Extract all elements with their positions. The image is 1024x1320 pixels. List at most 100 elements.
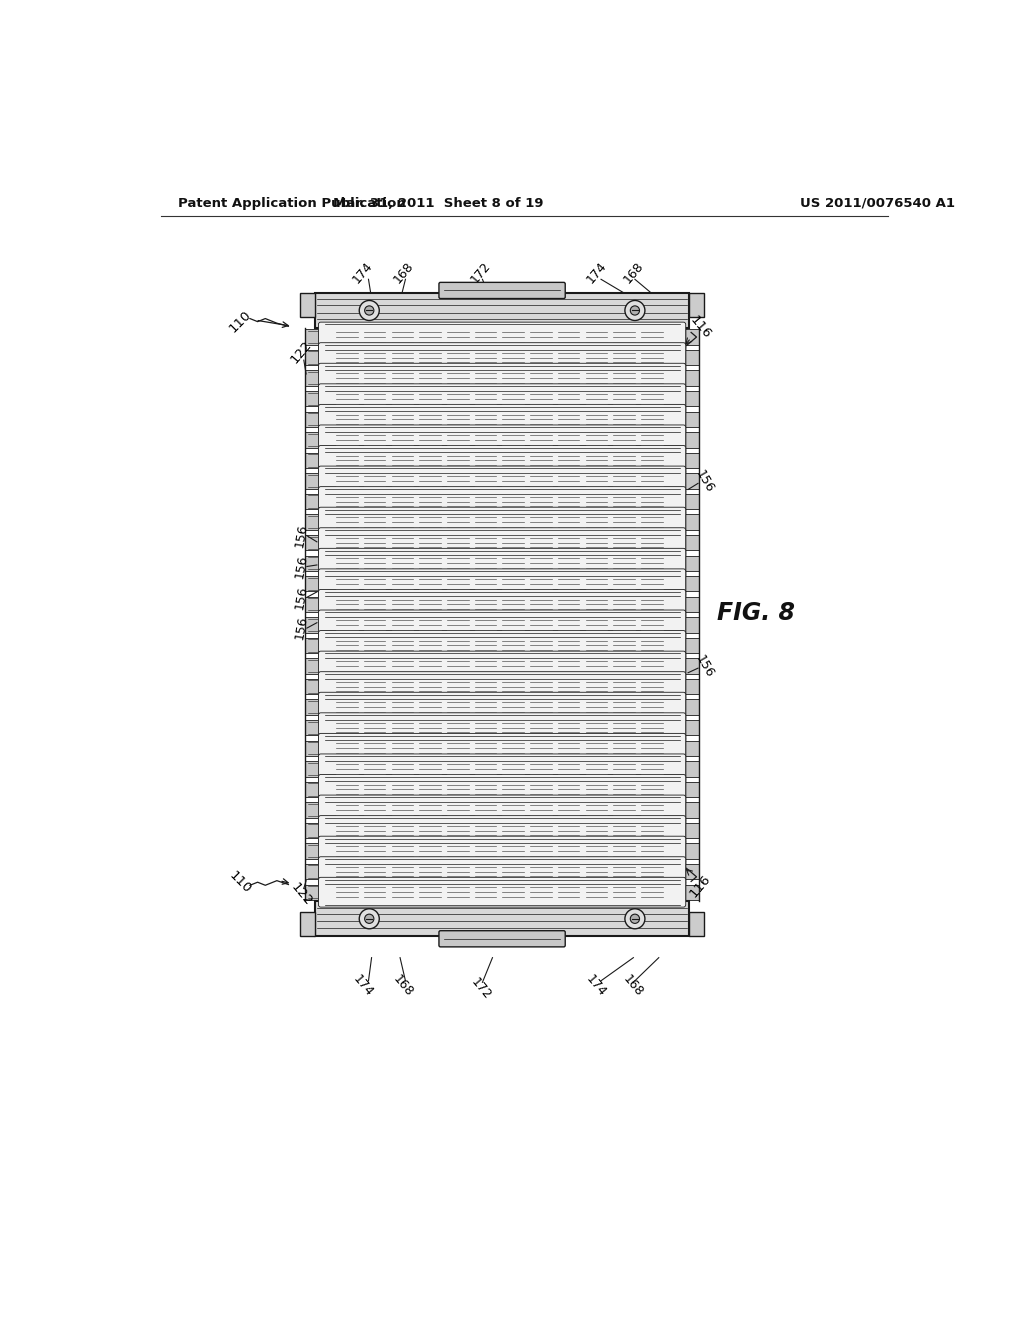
- FancyBboxPatch shape: [318, 734, 686, 763]
- Bar: [305, 884, 319, 900]
- Text: Patent Application Publication: Patent Application Publication: [178, 197, 407, 210]
- FancyBboxPatch shape: [318, 631, 686, 660]
- Text: 172: 172: [468, 259, 494, 285]
- Bar: [305, 494, 319, 510]
- Text: Mar. 31, 2011  Sheet 8 of 19: Mar. 31, 2011 Sheet 8 of 19: [333, 197, 544, 210]
- Bar: [305, 719, 319, 735]
- FancyBboxPatch shape: [318, 446, 686, 475]
- FancyBboxPatch shape: [318, 590, 686, 619]
- Bar: [305, 678, 319, 694]
- FancyBboxPatch shape: [318, 672, 686, 701]
- Bar: [685, 762, 698, 776]
- Bar: [305, 741, 319, 756]
- Text: 168: 168: [390, 259, 416, 285]
- FancyBboxPatch shape: [439, 282, 565, 298]
- Text: 156: 156: [293, 615, 310, 642]
- Text: 156: 156: [293, 553, 310, 579]
- Bar: [685, 494, 698, 510]
- Text: 116: 116: [687, 314, 714, 342]
- FancyBboxPatch shape: [318, 713, 686, 743]
- Bar: [685, 700, 698, 715]
- Bar: [685, 659, 698, 673]
- Bar: [305, 474, 319, 488]
- Circle shape: [625, 301, 645, 321]
- Bar: [685, 719, 698, 735]
- Bar: [305, 556, 319, 572]
- Bar: [305, 597, 319, 612]
- Bar: [305, 822, 319, 838]
- Bar: [689, 912, 705, 936]
- Text: 156: 156: [293, 523, 310, 549]
- Text: 156: 156: [692, 469, 716, 495]
- FancyBboxPatch shape: [318, 651, 686, 681]
- FancyBboxPatch shape: [318, 816, 686, 845]
- Bar: [685, 391, 698, 407]
- Circle shape: [359, 908, 379, 929]
- Bar: [685, 474, 698, 488]
- Text: 174: 174: [584, 259, 609, 285]
- Circle shape: [365, 915, 374, 924]
- Bar: [305, 781, 319, 797]
- Text: 116: 116: [687, 873, 714, 900]
- Bar: [685, 865, 698, 879]
- Bar: [685, 576, 698, 591]
- Bar: [305, 432, 319, 447]
- Bar: [685, 884, 698, 900]
- Bar: [305, 803, 319, 817]
- Bar: [305, 453, 319, 469]
- FancyBboxPatch shape: [318, 343, 686, 372]
- Circle shape: [365, 306, 374, 315]
- Bar: [685, 843, 698, 859]
- Bar: [685, 597, 698, 612]
- FancyBboxPatch shape: [318, 425, 686, 455]
- Text: 168: 168: [390, 973, 416, 999]
- Bar: [305, 391, 319, 407]
- FancyBboxPatch shape: [318, 466, 686, 496]
- Bar: [305, 515, 319, 529]
- FancyBboxPatch shape: [318, 610, 686, 640]
- Bar: [305, 330, 319, 345]
- Bar: [300, 912, 315, 936]
- Bar: [685, 350, 698, 366]
- FancyBboxPatch shape: [318, 363, 686, 393]
- Bar: [685, 822, 698, 838]
- Bar: [315, 902, 689, 936]
- Bar: [685, 678, 698, 694]
- FancyBboxPatch shape: [318, 507, 686, 537]
- Bar: [685, 741, 698, 756]
- Text: 168: 168: [621, 259, 646, 285]
- FancyBboxPatch shape: [318, 487, 686, 516]
- Bar: [305, 638, 319, 653]
- Bar: [315, 293, 689, 327]
- Text: 174: 174: [350, 259, 376, 285]
- Text: 174: 174: [350, 973, 376, 999]
- Text: 174: 174: [584, 973, 609, 999]
- Text: US 2011/0076540 A1: US 2011/0076540 A1: [801, 197, 955, 210]
- Circle shape: [631, 306, 640, 315]
- FancyBboxPatch shape: [318, 404, 686, 434]
- FancyBboxPatch shape: [318, 692, 686, 722]
- Text: 156: 156: [293, 585, 310, 610]
- Text: 156: 156: [692, 653, 716, 680]
- Bar: [305, 371, 319, 385]
- Circle shape: [625, 908, 645, 929]
- FancyBboxPatch shape: [318, 754, 686, 784]
- FancyBboxPatch shape: [318, 857, 686, 887]
- FancyBboxPatch shape: [318, 795, 686, 825]
- Text: 110: 110: [226, 869, 254, 896]
- Bar: [305, 618, 319, 632]
- Bar: [685, 556, 698, 572]
- Text: 110: 110: [226, 308, 254, 335]
- Bar: [685, 803, 698, 817]
- FancyBboxPatch shape: [439, 931, 565, 946]
- FancyBboxPatch shape: [318, 569, 686, 599]
- Bar: [305, 350, 319, 366]
- Bar: [300, 293, 315, 317]
- Bar: [685, 638, 698, 653]
- Bar: [685, 371, 698, 385]
- Bar: [305, 535, 319, 550]
- Bar: [685, 781, 698, 797]
- Bar: [685, 515, 698, 529]
- Circle shape: [359, 301, 379, 321]
- Bar: [685, 535, 698, 550]
